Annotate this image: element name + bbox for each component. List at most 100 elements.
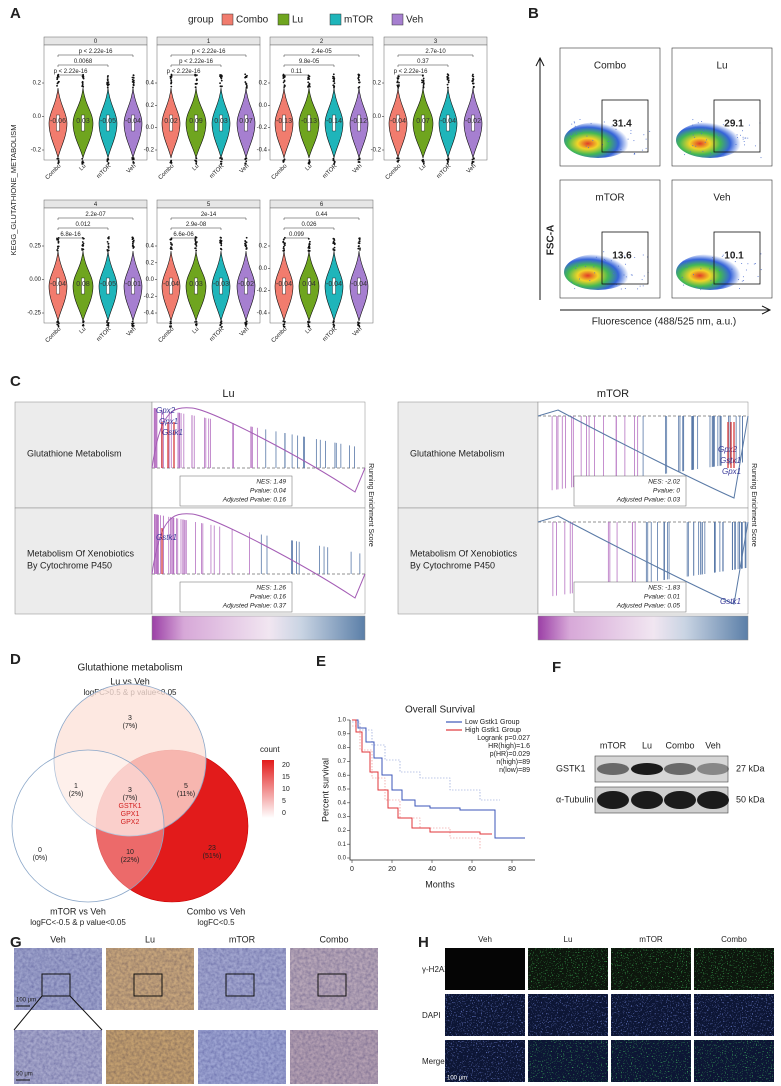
outlier-point: [422, 162, 425, 165]
outlier-point: [106, 240, 109, 243]
outlier-point: [170, 237, 173, 240]
outlier-point: [282, 245, 285, 248]
outlier-point: [221, 158, 223, 161]
outlier-point: [132, 80, 135, 83]
event-dot: [585, 266, 587, 268]
box: [446, 114, 450, 132]
outlier-point: [333, 246, 336, 249]
event-dot: [744, 137, 746, 139]
y-tick-label: 0.4: [146, 81, 155, 87]
axis-arrow: [535, 56, 545, 300]
p-value: 0.026: [301, 222, 317, 228]
facet-title: 6: [320, 202, 324, 208]
outlier-point: [332, 73, 335, 76]
outlier-point: [358, 81, 361, 84]
ihc-image: [106, 948, 194, 1010]
event-dot: [603, 121, 605, 123]
pvalue-bracket: [397, 54, 474, 57]
region-count: 0: [38, 847, 42, 854]
region-percent: (51%): [203, 853, 222, 860]
outlier-point: [81, 157, 84, 160]
outlier-point: [132, 322, 135, 325]
box: [282, 114, 286, 132]
survival-stat: Logrank p=0.027: [477, 735, 530, 742]
event-dot: [620, 148, 622, 150]
legend-label: High Gstk1 Group: [465, 727, 521, 734]
y-tick-label: 0.0: [146, 277, 155, 283]
outlier-point: [245, 83, 248, 86]
box: [244, 114, 248, 132]
outlier-point: [333, 80, 335, 83]
legend-tick: 10: [282, 786, 290, 793]
axis-arrow: [560, 305, 772, 315]
event-dot: [571, 133, 573, 135]
survival-stat: n(high)=89: [496, 759, 530, 766]
x-tick-label: 60: [468, 866, 476, 873]
band: [597, 763, 629, 775]
event-dot: [720, 286, 722, 288]
y-tick-label: 0.2: [146, 260, 155, 266]
outlier-point: [472, 85, 475, 88]
outlier-point: [56, 157, 59, 160]
outlier-point: [244, 81, 247, 83]
outlier-point: [282, 241, 285, 244]
outlier-point: [396, 80, 399, 83]
outlier-point: [282, 323, 285, 326]
outlier-point: [357, 324, 360, 327]
y-tick-label: 0.3: [338, 814, 347, 820]
box: [81, 114, 85, 132]
box: [194, 277, 198, 295]
event-dot: [702, 287, 704, 289]
outlier-point: [82, 248, 85, 251]
x-tick-label: 0: [350, 866, 354, 873]
event-dot: [694, 136, 696, 138]
event-dot: [605, 284, 607, 286]
fluorescence-image: [694, 994, 774, 1036]
region-count: 1: [74, 783, 78, 790]
set-name: Lu vs Veh: [110, 676, 150, 686]
outlier-point: [245, 320, 248, 323]
outlier-point: [333, 82, 336, 85]
outlier-point: [333, 249, 336, 251]
gsea-stat: Pvalue: 0: [653, 488, 680, 495]
event-dot: [742, 136, 744, 138]
x-tick-label: Combo: [158, 326, 176, 344]
legend-title: group: [188, 15, 214, 26]
gene-label: Gstk1: [156, 533, 177, 542]
outlier-point: [107, 243, 110, 245]
set-name: Combo vs Veh: [187, 906, 246, 916]
rank-heatmap: [537, 615, 749, 641]
event-dot: [637, 288, 639, 290]
y-tick-label: -0.2: [371, 148, 382, 154]
outlier-point: [81, 241, 84, 243]
gate-value: 31.4: [612, 119, 632, 130]
event-dot: [681, 276, 683, 278]
gene-label: Gstk1: [720, 597, 741, 606]
pvalue-bracket: [397, 64, 449, 67]
y-tick-label: 0.2: [338, 828, 347, 834]
event-dot: [694, 128, 696, 130]
outlier-point: [81, 161, 84, 164]
p-value: p < 2.22e-16: [192, 49, 227, 55]
y-tick-label: -0.2: [144, 148, 155, 154]
legend-title: count: [260, 745, 280, 754]
box: [219, 277, 223, 295]
row-label: Merge: [422, 1057, 445, 1066]
y-tick-label: 0.8: [338, 745, 347, 751]
event-dot: [754, 263, 756, 265]
x-tick-label: Veh: [239, 326, 251, 338]
outlier-point: [169, 325, 171, 328]
row-label: DAPI: [422, 1011, 441, 1020]
p-value: 6.6e-06: [173, 232, 194, 238]
outlier-point: [195, 320, 198, 323]
outlier-point: [107, 237, 110, 240]
median-label: -0.13: [301, 118, 317, 125]
event-dot: [737, 279, 739, 281]
gsea-stat: Pvalue: 0.16: [250, 594, 287, 601]
median-label: -0.05: [100, 118, 116, 125]
event-dot: [634, 257, 636, 259]
scale-bar-label: 100 μm: [16, 998, 36, 1004]
event-dot: [721, 255, 723, 257]
event-dot: [614, 122, 616, 124]
event-dot: [571, 281, 573, 283]
